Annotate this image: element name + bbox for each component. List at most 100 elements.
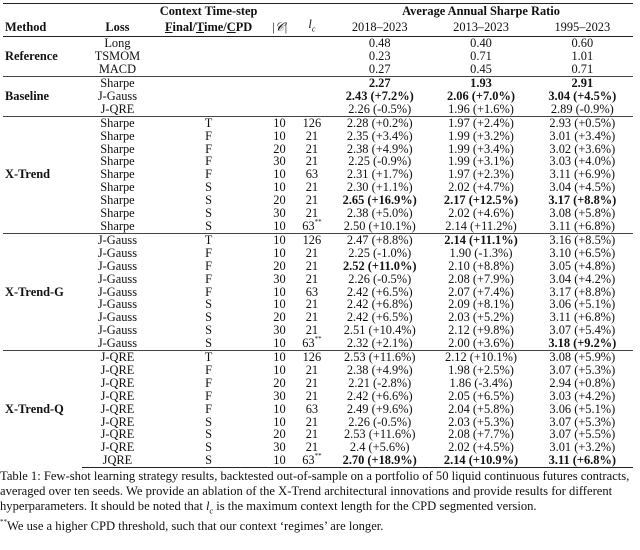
table-row: J-Gauss F 20 21 2.52 (+11.0%) 2.10 (+8.8%) 3.0…: [3, 258, 633, 273]
sharpe-value: 0.27: [368, 62, 391, 77]
sharpe-value: 2.27: [329, 75, 431, 90]
table-row: J-QRE S 30 21 2.4 (+5.6%) 2.02 (+4.5%) 3.01 (+…: [3, 441, 633, 454]
group-baseline: Baseline Sharpe 2.27 1.93 2.91 J-Gauss 2.43 (+…: [3, 75, 633, 117]
sharpe-value: 2.70 (+18.9%): [329, 454, 431, 469]
loss-cell: Sharpe: [82, 75, 153, 90]
sharpe-value: 3.11 (+6.8%): [549, 310, 616, 325]
lc-value: 21: [305, 388, 319, 403]
set-size-cell: 20: [273, 141, 286, 156]
lc-cell: [295, 90, 329, 103]
context-cell: S: [205, 440, 213, 455]
table-row: J-Gauss F 10 21 2.25 (-1.0%) 1.90 (-1.3%) 3.10…: [3, 245, 633, 260]
context-cell: [153, 103, 264, 116]
sharpe-value: 2.02 (+4.5%): [448, 440, 514, 455]
context-cell: S: [205, 310, 213, 325]
sharpe-value: 1.97 (+2.4%): [430, 115, 532, 130]
sharpe-value: 2.28 (+0.2%): [329, 115, 431, 130]
lc-cell: 21: [295, 181, 329, 194]
sharpe-value: 0.71: [571, 62, 594, 77]
sharpe-value: 2.26 (-0.5%): [348, 101, 412, 116]
loss-cell: J-QRE: [100, 375, 135, 390]
set-size-cell: [264, 63, 294, 76]
group-reference: Reference Long 0.48 0.40 0.60 TSMOM 0.23 0.71 1.…: [3, 37, 633, 77]
sharpe-value: 2.21 (-2.8%): [348, 375, 412, 390]
context-cell: T: [152, 232, 265, 247]
lc-cell: 21: [295, 388, 329, 403]
lc-cell: [294, 75, 330, 90]
sharpe-value: 2.42 (+6.5%): [346, 310, 413, 325]
sharpe-value: 3.08 (+5.8%): [549, 206, 616, 221]
sharpe-value: 1.99 (+3.4%): [448, 141, 514, 156]
sharpe-value: 3.11 (+6.8%): [531, 454, 633, 469]
sharpe-value: 3.04 (+4.5%): [548, 88, 617, 103]
table-row: Sharpe S 20 21 2.65 (+16.9%) 2.17 (+12.5%) 3.1…: [3, 194, 633, 207]
loss-cell: J-Gauss: [97, 323, 138, 338]
context-cell: F: [205, 141, 213, 156]
lc-value: 63: [302, 336, 315, 351]
sharpe-value: 1.01: [571, 49, 594, 64]
lc-value: 21: [305, 258, 319, 273]
sharpe-value: 3.11 (+6.9%): [549, 167, 616, 182]
lc-value: 21: [305, 440, 319, 455]
loss-cell: J-QRE: [100, 388, 135, 403]
loss-cell: J-QRE: [100, 414, 135, 429]
sharpe-value: 3.17 (+8.8%): [549, 284, 616, 299]
context-sub-part: PD: [235, 19, 253, 34]
lc-value: 21: [305, 414, 319, 429]
lc-cell: 21: [295, 414, 329, 429]
set-size-header: |𝒞|: [264, 17, 295, 38]
sharpe-value: 3.18 (+9.2%): [548, 336, 617, 351]
context-sub-part: T: [195, 19, 205, 34]
table-row: J-QRE S 10 21 2.26 (-0.5%) 2.03 (+5.3%) 3.07 (…: [3, 414, 633, 429]
set-size-cell: [264, 90, 294, 103]
loss-cell: Sharpe: [82, 115, 153, 130]
context-cell: F: [205, 401, 213, 416]
set-size-cell: 10: [264, 350, 295, 364]
method-label: X-Trend-Q: [3, 350, 82, 468]
sharpe-value: 3.16 (+8.5%): [531, 232, 633, 247]
sharpe-value: 2.53 (+11.6%): [329, 350, 431, 364]
context-cell: F: [205, 362, 213, 377]
table-row: Sharpe S 10 21 2.30 (+1.1%) 2.02 (+4.7%) 3.04 …: [3, 181, 633, 194]
sharpe-value: 2.42 (+6.5%): [346, 284, 413, 299]
context-cell: [153, 50, 264, 63]
loss-cell: J-Gauss: [97, 297, 138, 312]
sharpe-value: 2.00 (+3.6%): [448, 336, 514, 351]
set-size-cell: 10: [273, 218, 286, 233]
loss-cell: TSMOM: [94, 49, 141, 64]
sharpe-value: 2.42 (+6.8%): [346, 297, 413, 312]
lc-cell: 21: [295, 311, 329, 324]
table-row: TSMOM 0.23 0.71 1.01: [3, 50, 633, 63]
sharpe-value: 2.12 (+10.1%): [430, 350, 532, 364]
sharpe-value: 2.25 (-1.0%): [348, 245, 412, 260]
sharpe-value: 0.71: [470, 49, 492, 64]
sharpe-value: 2.05 (+6.5%): [448, 388, 514, 403]
lc-cell: [295, 50, 329, 63]
set-size-cell: 10: [264, 115, 295, 130]
sharpe-value: 2.09 (+8.1%): [448, 297, 514, 312]
sharpe-value: 2.93 (+0.5%): [531, 115, 633, 130]
loss-cell: Sharpe: [100, 180, 135, 195]
context-cell: [153, 90, 264, 103]
context-sub-header: Final/Time/CPD: [152, 17, 265, 38]
sharpe-value: 2.89 (-0.9%): [550, 101, 614, 116]
sharpe-value: 2.26 (-0.5%): [348, 271, 412, 286]
results-table: Context Time-step Average Annual Sharpe …: [3, 2, 633, 469]
loss-cell: J-Gauss: [97, 88, 138, 103]
loss-cell: J-Gauss: [97, 258, 138, 273]
loss-cell: J-Gauss: [97, 336, 138, 351]
lc-value: 21: [305, 141, 319, 156]
sharpe-value: 3.04 (+4.5%): [549, 180, 616, 195]
loss-cell: J-QRE: [82, 350, 153, 364]
sharpe-value: 2.53 (+11.6%): [343, 427, 416, 442]
period-header: 2013–2023: [430, 17, 532, 38]
sharpe-header: Average Annual Sharpe Ratio: [329, 2, 633, 18]
table-row: J-QRE F 10 63 2.49 (+9.6%) 2.04 (+5.8%) 3.06 (…: [3, 401, 633, 416]
set-size-cell: 10: [264, 454, 295, 469]
table-row: MACD 0.27 0.45 0.71: [3, 62, 633, 77]
sharpe-value: 2.08 (+7.7%): [448, 427, 514, 442]
table-caption: Table 1: Few-shot learning strategy resu…: [0, 468, 640, 533]
set-size-cell: 20: [273, 193, 286, 208]
sharpe-value: 3.04 (+4.2%): [549, 271, 616, 286]
sharpe-value: 3.01 (+3.4%): [549, 128, 616, 143]
